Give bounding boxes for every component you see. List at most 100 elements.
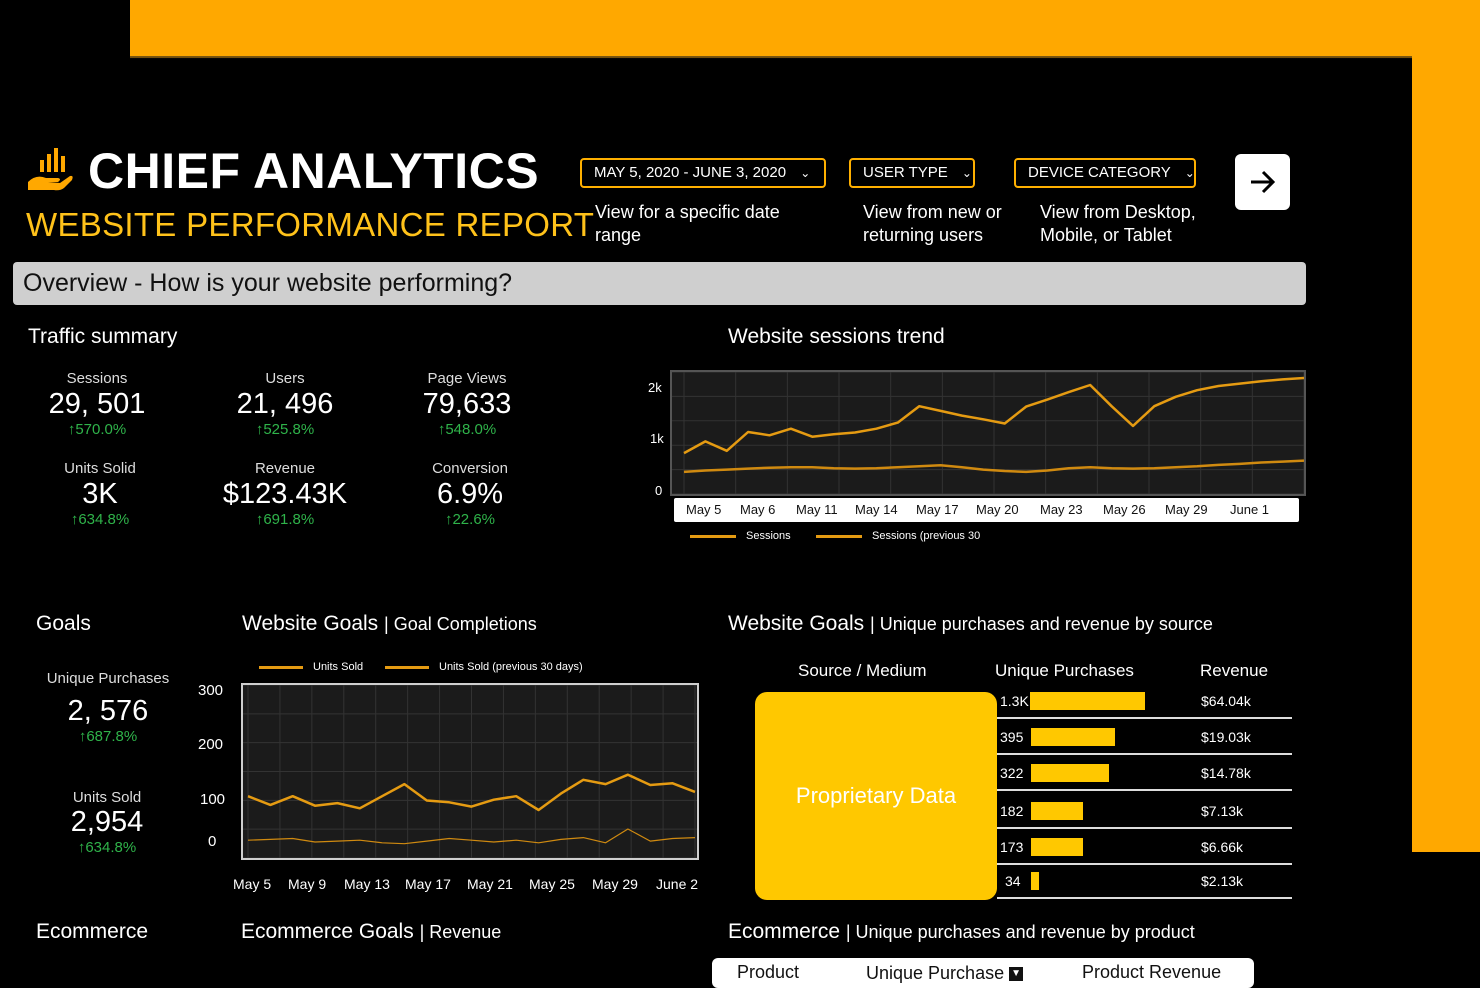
legend-label: Units Sold bbox=[313, 661, 364, 673]
legend-units-sold: Units Sold bbox=[259, 661, 363, 673]
x-tick: May 20 bbox=[976, 502, 1019, 517]
goal-completions-title: Website Goals | Goal Completions bbox=[242, 612, 537, 636]
user-type-label: USER TYPE bbox=[863, 164, 948, 181]
kpi-change: ↑570.0% bbox=[67, 421, 127, 438]
kpi-value: 21, 496 bbox=[236, 388, 334, 420]
chevron-down-icon: ⌄ bbox=[961, 166, 972, 180]
kpi-label: Users bbox=[265, 370, 305, 387]
kpi-change: ↑687.8% bbox=[78, 728, 138, 745]
legend-sessions-previous: Sessions (previous 30 bbox=[816, 530, 980, 542]
x-tick: June 2 bbox=[656, 876, 699, 892]
kpi-sessions: Sessions 29, 501 ↑570.0% bbox=[17, 370, 177, 438]
legend-label: Sessions (previous 30 bbox=[872, 530, 981, 542]
col-header-product-revenue[interactable]: Product Revenue bbox=[1082, 962, 1222, 982]
kpi-value: 6.9% bbox=[436, 478, 504, 510]
x-tick: May 5 bbox=[686, 502, 722, 517]
table-subtitle: | Unique purchases and revenue by source bbox=[870, 614, 1213, 634]
date-range-label: MAY 5, 2020 - JUNE 3, 2020 bbox=[594, 164, 787, 181]
section-subtitle: | Unique purchases and revenue by produc… bbox=[845, 922, 1195, 942]
x-tick: May 17 bbox=[405, 876, 451, 892]
kpi-label: Units Sold bbox=[72, 789, 142, 806]
next-page-button[interactable] bbox=[1235, 154, 1290, 210]
card-shadow bbox=[130, 56, 1412, 60]
chevron-down-icon: ⌄ bbox=[1184, 166, 1195, 180]
section-title: Ecommerce bbox=[728, 920, 841, 943]
unique-purchases-value: 173 bbox=[1000, 839, 1024, 855]
y-tick: 100 bbox=[200, 791, 226, 808]
sources-title: Website Goals | Unique purchases and rev… bbox=[728, 612, 1213, 636]
unique-purchases-value: 322 bbox=[1000, 765, 1024, 781]
x-tick: May 17 bbox=[916, 502, 959, 517]
goals-title: Goals bbox=[36, 612, 91, 635]
unique-purchases-bar bbox=[1031, 838, 1083, 856]
kpi-conversion: Conversion 6.9% ↑22.6% bbox=[390, 460, 550, 528]
unique-purchases-bar bbox=[1031, 764, 1109, 782]
sessions-trend-title: Website sessions trend bbox=[728, 325, 945, 348]
background-accent-top bbox=[130, 0, 1480, 58]
col-header-label: Unique Purchase bbox=[866, 963, 1005, 983]
legend-swatch bbox=[690, 534, 736, 538]
legend-swatch bbox=[259, 665, 303, 669]
kpi-label: Units Solid bbox=[64, 460, 136, 477]
row-divider bbox=[997, 863, 1292, 865]
legend-label: Units Sold (previous 30 days) bbox=[439, 661, 583, 673]
kpi-change: ↑548.0% bbox=[437, 421, 497, 438]
y-tick: 300 bbox=[198, 682, 224, 699]
kpi-page-views: Page Views 79,633 ↑548.0% bbox=[387, 370, 547, 438]
user-type-dropdown[interactable]: USER TYPE ⌄ bbox=[849, 158, 975, 188]
date-range-help: View for a specific date range bbox=[595, 202, 780, 245]
device-category-dropdown[interactable]: DEVICE CATEGORY ⌄ bbox=[1014, 158, 1196, 188]
traffic-summary-title: Traffic summary bbox=[28, 325, 178, 348]
ecommerce-goals-title: Ecommerce Goals | Revenue bbox=[241, 920, 501, 944]
kpi-value: 29, 501 bbox=[48, 388, 146, 420]
date-range-dropdown[interactable]: MAY 5, 2020 - JUNE 3, 2020 ⌄ bbox=[580, 158, 826, 188]
chevron-down-icon: ⌄ bbox=[800, 166, 811, 180]
y-tick: 1k bbox=[650, 431, 664, 446]
legend-sessions: Sessions bbox=[690, 530, 791, 542]
x-tick: May 21 bbox=[467, 876, 513, 892]
y-tick: 200 bbox=[198, 736, 224, 753]
device-category-label: DEVICE CATEGORY bbox=[1028, 164, 1171, 181]
col-header-source[interactable]: Source / Medium bbox=[798, 661, 927, 680]
unique-purchases-value: 34 bbox=[1005, 873, 1021, 889]
col-header-product[interactable]: Product bbox=[737, 962, 800, 982]
product-table-header: Product Unique Purchase ▼ Product Revenu… bbox=[712, 958, 1254, 988]
series-line bbox=[247, 828, 696, 845]
col-header-revenue[interactable]: Revenue bbox=[1200, 661, 1269, 680]
revenue-value: $2.13k bbox=[1201, 873, 1244, 889]
legend-label: Sessions bbox=[746, 530, 791, 542]
background-accent-right bbox=[1412, 58, 1480, 852]
unique-purchases-bar bbox=[1031, 872, 1039, 890]
kpi-label: Unique Purchases bbox=[46, 670, 170, 687]
x-tick: May 14 bbox=[855, 502, 898, 517]
legend-swatch bbox=[385, 665, 429, 669]
x-tick: May 13 bbox=[344, 876, 390, 892]
legend-units-sold-previous: Units Sold (previous 30 days) bbox=[385, 661, 583, 673]
y-tick: 2k bbox=[648, 380, 662, 395]
row-divider bbox=[997, 897, 1292, 899]
unique-purchases-value: 182 bbox=[1000, 803, 1024, 819]
kpi-change: ↑22.6% bbox=[444, 511, 496, 528]
revenue-value: $6.66k bbox=[1201, 839, 1244, 855]
row-divider bbox=[997, 789, 1292, 791]
kpi-users: Users 21, 496 ↑525.8% bbox=[205, 370, 365, 438]
page-title: CHIEF ANALYTICS bbox=[88, 143, 540, 199]
unique-purchases-value: 395 bbox=[1000, 729, 1024, 745]
revenue-value: $7.13k bbox=[1201, 803, 1244, 819]
y-tick: 0 bbox=[655, 483, 663, 498]
kpi-label: Page Views bbox=[427, 370, 507, 387]
sort-descending-icon: ▼ bbox=[1009, 967, 1024, 982]
col-header-unique-purchase[interactable]: Unique Purchase ▼ bbox=[866, 963, 1024, 984]
goals-chart-area bbox=[241, 683, 699, 860]
series-line bbox=[683, 376, 1305, 455]
overview-banner: Overview - How is your website performin… bbox=[13, 262, 1306, 305]
x-tick: May 23 bbox=[1040, 502, 1083, 517]
y-tick: 0 bbox=[208, 833, 217, 850]
kpi-label: Conversion bbox=[432, 460, 508, 477]
x-tick: June 1 bbox=[1230, 502, 1270, 517]
section-subtitle: | Revenue bbox=[419, 922, 502, 942]
col-header-unique-purchases[interactable]: Unique Purchases bbox=[995, 661, 1134, 680]
kpi-unique-purchases: Unique Purchases 2, 576 ↑687.8% bbox=[28, 670, 188, 745]
section-title: Ecommerce Goals bbox=[241, 920, 414, 943]
kpi-value: 2,954 bbox=[70, 806, 144, 838]
